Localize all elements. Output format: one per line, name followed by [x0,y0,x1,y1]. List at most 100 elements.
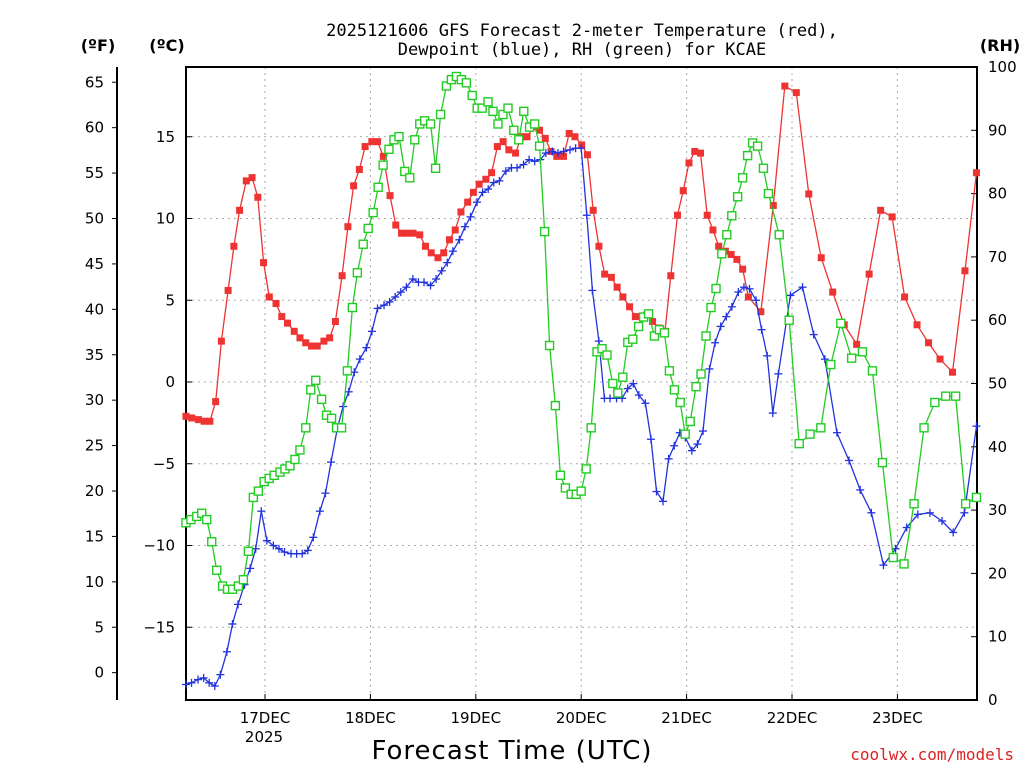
rh-tick-label: 10 [988,628,1007,646]
dewpoint-point [303,546,312,555]
temperature-point [696,149,704,157]
temperature-point [757,308,765,316]
temperature-point [344,223,352,231]
rh-point [555,470,566,480]
f-tick-label: 5 [94,618,104,636]
dewpoint-point [820,355,829,364]
dewpoint-point [455,235,464,244]
rh-point [643,309,654,319]
rh-point [877,457,888,468]
rh-point [202,514,212,525]
rh-point [659,328,670,338]
dewpoint-point [588,286,597,295]
dewpoint-point [327,458,336,467]
temperature-point [727,250,735,258]
temperature-point [781,82,789,90]
series-rh [181,71,982,594]
rh-point [477,103,487,113]
dewpoint-point [925,508,934,517]
rh-point [909,499,919,509]
temperature-point [691,147,699,155]
rh-point [509,125,519,136]
temperature-point [464,198,472,206]
dewpoint-point [228,619,237,628]
rh-point [586,423,596,433]
dewpoint-point [716,322,725,331]
x-tick-label: 20DEC [556,709,607,727]
time-axis: 17DEC 18DEC 19DEC 20DEC 21DEC 22DEC 23DEC [240,694,923,727]
rh-point [295,445,305,455]
rh-point [836,318,846,329]
credit-link[interactable]: coolwx.com/models [850,745,1014,764]
rh-tick-label: 40 [988,438,1007,456]
dewpoint-point [867,508,876,517]
dewpoint-point [722,312,731,321]
dewpoint-point [646,435,655,444]
rh-point [722,230,732,240]
rh-point [493,119,503,129]
rh-point [664,366,675,376]
dewpoint-point [902,523,911,532]
temperature-point [817,254,825,262]
temperature-point [350,182,358,190]
rh-tick-label: 70 [988,248,1007,266]
rh-point [691,381,701,392]
rh-point [940,391,951,401]
temperature-point [302,339,310,347]
temperature-point [972,169,980,177]
dewpoint-point [373,304,382,313]
rh-point [774,230,784,240]
temperature-point [254,193,262,201]
rh-point [352,268,363,278]
temperature-point [619,293,627,301]
rh-point [701,331,711,341]
dewpoint-point [763,351,772,360]
rh-point [763,188,774,199]
rh-point [758,163,769,173]
dewpoint-point [879,561,888,570]
rh-point [685,416,695,427]
temperature-point [200,417,208,425]
rh-point [384,144,394,154]
rh-point [514,135,524,145]
rh-point [737,173,748,183]
rh-point [519,106,529,117]
dewpoint-point [634,391,643,400]
temperature-point [589,206,597,214]
temperature-point [733,255,741,263]
dewpoint-point [913,510,922,519]
temperature-point [386,192,394,200]
rh-point [608,378,618,389]
temperature-point [626,303,634,311]
dewpoint-point [548,147,557,156]
temperature-point [374,138,382,146]
temperature-point [188,414,196,422]
temperature-point [565,129,573,137]
rh-axis: 0 10 20 30 40 50 60 70 80 90 100 [971,58,1017,709]
temperature-point [379,152,387,160]
rh-point [613,388,623,398]
f-tick-label: 60 [85,119,104,137]
rh-point [529,119,540,129]
x-tick-label: 19DEC [451,709,502,727]
temperature-point [206,417,214,425]
temperature-point [331,318,339,326]
rh-point [316,394,327,405]
temperature-point [948,368,956,376]
temperature-point [649,318,657,326]
f-tick-label: 50 [85,210,104,228]
f-tick-label: 25 [85,437,104,455]
c-tick-label: 15 [156,128,175,146]
rh-point [394,131,404,142]
rh-point [846,353,857,363]
dewpoint-point [541,149,550,158]
rh-point [560,483,571,493]
dewpoint-point [501,167,510,176]
rh-point [197,508,207,518]
temperature-point [703,211,711,219]
dewpoint-point [367,327,376,336]
rh-point [248,492,259,503]
temperature-point [571,133,579,141]
rh-point [410,135,420,145]
